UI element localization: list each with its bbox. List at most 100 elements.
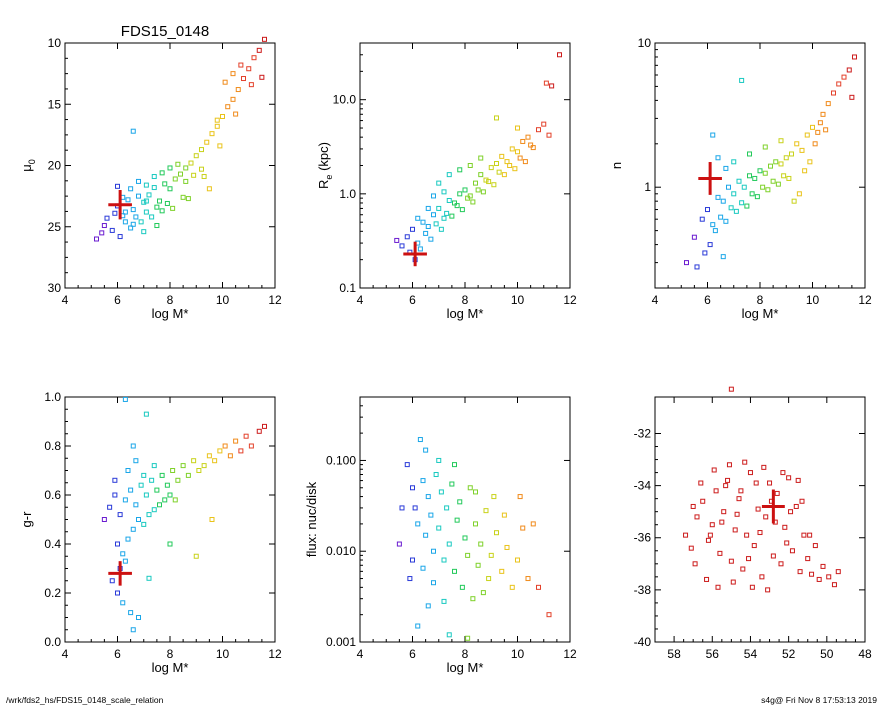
data-point — [520, 138, 526, 144]
data-point — [807, 159, 813, 165]
y-axis-label: μ0 — [19, 159, 37, 172]
data-point — [688, 545, 694, 551]
data-point — [517, 494, 523, 500]
data-point — [786, 175, 792, 181]
data-point — [412, 505, 418, 511]
data-point — [457, 191, 463, 197]
data-point — [841, 74, 847, 80]
y-tick-label: -34 — [634, 479, 652, 493]
data-point — [753, 480, 759, 486]
data-point — [767, 480, 773, 486]
data-point — [136, 178, 141, 184]
y-tick-label: 30 — [48, 281, 62, 295]
data-point — [494, 115, 499, 121]
y-tick-label: 0.001 — [326, 635, 356, 649]
data-point — [732, 527, 738, 533]
data-point — [541, 121, 547, 127]
x-tick-label: 10 — [511, 293, 525, 307]
data-point — [188, 160, 194, 166]
data-point — [504, 159, 510, 165]
data-point — [444, 210, 450, 216]
data-point — [117, 234, 123, 240]
data-point — [431, 548, 436, 554]
data-point — [717, 550, 723, 556]
data-point — [836, 81, 842, 87]
data-point — [718, 214, 724, 220]
x-tick-label: 8 — [757, 293, 764, 307]
data-point — [467, 485, 473, 491]
data-point — [770, 178, 776, 184]
data-point — [770, 553, 776, 559]
data-point — [452, 568, 457, 574]
data-point — [473, 521, 478, 527]
y-tick-label: 25 — [48, 220, 62, 234]
data-point — [741, 184, 747, 190]
data-point — [115, 541, 120, 547]
x-tick-label: 4 — [62, 293, 69, 307]
scatter-plot-re: 4 6 8 10 12 0.1 1.0 10.0 log M* Re (kpc) — [316, 42, 577, 321]
plot-frame — [654, 42, 866, 289]
data-point — [141, 229, 147, 235]
data-point — [130, 207, 136, 213]
data-point — [465, 635, 471, 641]
data-point — [128, 610, 134, 616]
x-tick-label: 6 — [409, 647, 416, 661]
x-tick-label: 8 — [462, 293, 469, 307]
data-point — [752, 175, 758, 181]
data-point — [799, 498, 805, 504]
data-point — [233, 111, 239, 117]
data-point — [783, 155, 789, 161]
data-point — [425, 205, 431, 211]
data-point — [109, 227, 115, 233]
data-point — [420, 219, 426, 225]
data-point — [262, 36, 267, 42]
data-point — [715, 155, 721, 161]
data-point — [731, 191, 737, 197]
data-point — [404, 462, 410, 468]
data-point — [475, 187, 481, 193]
data-point — [739, 77, 745, 83]
data-point — [462, 187, 468, 193]
x-tick-label: 50 — [820, 647, 834, 661]
data-point — [491, 182, 497, 188]
data-point — [425, 603, 431, 609]
data-point — [536, 584, 541, 590]
x-tick-label: 8 — [167, 293, 174, 307]
data-point — [217, 143, 223, 149]
y-tick-label: 0.0 — [44, 635, 61, 649]
data-point — [431, 580, 436, 586]
data-point — [151, 185, 157, 191]
data-point — [494, 530, 499, 536]
data-point — [243, 433, 249, 439]
x-tick-label: 4 — [357, 647, 364, 661]
x-tick-label: 6 — [114, 647, 121, 661]
y-tick-label: 10 — [48, 36, 62, 50]
data-point — [199, 166, 204, 172]
data-point — [191, 458, 197, 464]
data-point — [528, 142, 534, 148]
x-tick-label: 8 — [167, 647, 174, 661]
data-point — [214, 117, 220, 123]
data-point — [138, 482, 144, 488]
data-point — [175, 477, 181, 483]
data-point — [183, 165, 189, 171]
data-point — [747, 470, 753, 476]
data-point — [141, 199, 147, 205]
y-tick-label: 10.0 — [333, 93, 357, 107]
data-point — [120, 551, 126, 557]
data-point — [122, 497, 128, 503]
data-point — [512, 166, 518, 172]
data-point — [94, 236, 99, 242]
y-axis-label: n — [609, 162, 624, 169]
data-point — [705, 537, 711, 543]
data-point — [797, 569, 803, 575]
y-tick-label: -36 — [634, 531, 652, 545]
data-point — [125, 197, 131, 203]
data-point — [454, 517, 460, 523]
data-point — [423, 447, 429, 453]
y-tick-label: -40 — [634, 635, 652, 649]
data-point — [799, 147, 805, 153]
data-point — [747, 151, 752, 157]
data-point — [525, 576, 531, 582]
data-point — [151, 174, 157, 180]
